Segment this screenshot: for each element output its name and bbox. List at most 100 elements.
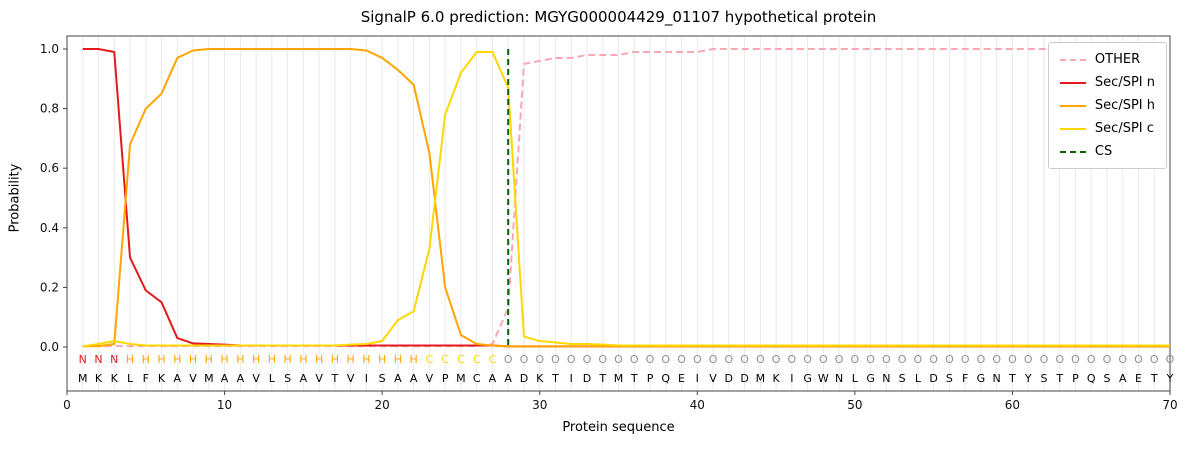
- legend-item-sec-spi-c: Sec/SPI c: [1059, 121, 1155, 136]
- region-label-char: O: [583, 353, 592, 366]
- sequence-char: S: [1040, 372, 1047, 385]
- region-label-char: C: [426, 353, 434, 366]
- region-label-char: O: [1150, 353, 1159, 366]
- region-label-char: H: [236, 353, 244, 366]
- region-label-char: O: [819, 353, 828, 366]
- region-label-char: O: [898, 353, 907, 366]
- region-label-char: H: [268, 353, 276, 366]
- sequence-char: D: [740, 372, 748, 385]
- region-label-char: O: [1055, 353, 1064, 366]
- region-label-char: C: [441, 353, 449, 366]
- sequence-char: T: [1008, 372, 1016, 385]
- region-label-char: O: [835, 353, 844, 366]
- legend-item-sec-spi-h: Sec/SPI h: [1059, 98, 1155, 113]
- region-label-char: C: [457, 353, 465, 366]
- sequence-char: Y: [1166, 372, 1174, 385]
- region-label-char: O: [1103, 353, 1112, 366]
- region-label-char: H: [252, 353, 260, 366]
- sequence-char: G: [866, 372, 875, 385]
- sequence-char: A: [174, 372, 182, 385]
- sequence-char: P: [1072, 372, 1079, 385]
- sequence-char: N: [993, 372, 1001, 385]
- region-label-char: O: [740, 353, 749, 366]
- sequence-char: A: [489, 372, 497, 385]
- region-label-char: H: [346, 353, 354, 366]
- region-label-char: O: [977, 353, 986, 366]
- sequence-char: L: [127, 372, 134, 385]
- chart-title: SignalP 6.0 prediction: MGYG000004429_01…: [360, 8, 877, 26]
- region-label-char: O: [614, 353, 623, 366]
- x-tick-label: 60: [1005, 398, 1020, 412]
- region-label-char: O: [709, 353, 718, 366]
- sequence-char: P: [442, 372, 449, 385]
- sequence-char: F: [962, 372, 968, 385]
- sequence-char: V: [315, 372, 323, 385]
- legend-label-sec-spi-h: Sec/SPI h: [1094, 98, 1155, 113]
- region-label-char: O: [756, 353, 765, 366]
- region-label-char: O: [551, 353, 560, 366]
- sequence-char: Q: [661, 372, 670, 385]
- region-label-char: N: [94, 353, 102, 366]
- region-label-char: O: [1087, 353, 1096, 366]
- sequence-char: Y: [1024, 372, 1032, 385]
- region-label-char: C: [489, 353, 497, 366]
- sequence-char: T: [598, 372, 606, 385]
- region-label-char: O: [504, 353, 513, 366]
- y-axis-ticks: 0.0 0.2 0.4 0.6 0.8 1.0: [40, 42, 67, 354]
- sequence-char: L: [915, 372, 922, 385]
- region-label-char: O: [1118, 353, 1127, 366]
- sequence-char: V: [709, 372, 717, 385]
- region-label-char: O: [882, 353, 891, 366]
- sequence-char: D: [725, 372, 733, 385]
- sequence-char: S: [379, 372, 386, 385]
- sequence-char: K: [95, 372, 103, 385]
- region-label-char: O: [992, 353, 1001, 366]
- sequence-char: V: [347, 372, 355, 385]
- legend-swatch-other-line: [1059, 58, 1086, 61]
- region-label-char: O: [1134, 353, 1143, 366]
- y-tick-label: 0.8: [40, 102, 59, 116]
- sequence-char: L: [852, 372, 859, 385]
- region-label-char: O: [677, 353, 686, 366]
- series-line-sec-spi-h: [82, 48, 1170, 348]
- sequence-char: L: [269, 372, 276, 385]
- x-tick-label: 0: [63, 398, 71, 412]
- sequence-char: I: [570, 372, 573, 385]
- sequence-char: N: [835, 372, 843, 385]
- legend-item-sec-spi-n: Sec/SPI n: [1059, 75, 1155, 90]
- sequence-char: A: [1119, 372, 1127, 385]
- sequence-char: M: [78, 372, 88, 385]
- y-tick-label: 0.0: [40, 340, 59, 354]
- x-tick-label: 30: [532, 398, 547, 412]
- region-label-char: O: [598, 353, 607, 366]
- legend-swatch-sec-spi-n-line: [1059, 81, 1086, 84]
- region-label-char: O: [1024, 353, 1033, 366]
- region-label-char: O: [661, 353, 670, 366]
- x-tick-label: 20: [375, 398, 390, 412]
- region-label-char: O: [866, 353, 875, 366]
- region-label-char: O: [945, 353, 954, 366]
- y-tick-label: 0.6: [40, 161, 59, 175]
- sequence-char: D: [520, 372, 528, 385]
- sequence-char: K: [158, 372, 166, 385]
- sequence-char: S: [1103, 372, 1110, 385]
- legend-label-sec-spi-n: Sec/SPI n: [1094, 75, 1155, 90]
- sequence-char: T: [551, 372, 559, 385]
- region-label-char: O: [772, 353, 781, 366]
- legend-swatch-sec-spi-c-line: [1059, 127, 1086, 130]
- sequence-char: K: [772, 372, 780, 385]
- sequence-char: V: [426, 372, 434, 385]
- region-label-char: H: [173, 353, 181, 366]
- legend: OTHER Sec/SPI n Sec/SPI h Sec/SPI c CS: [1047, 42, 1167, 169]
- gridlines: [82, 36, 1171, 391]
- sequence-char: C: [473, 372, 481, 385]
- sequence-char: G: [977, 372, 986, 385]
- sequence-char: V: [252, 372, 260, 385]
- sequence-char: E: [678, 372, 685, 385]
- sequence-char: A: [221, 372, 229, 385]
- region-label-char: O: [630, 353, 639, 366]
- legend-label-sec-spi-c: Sec/SPI c: [1094, 121, 1154, 136]
